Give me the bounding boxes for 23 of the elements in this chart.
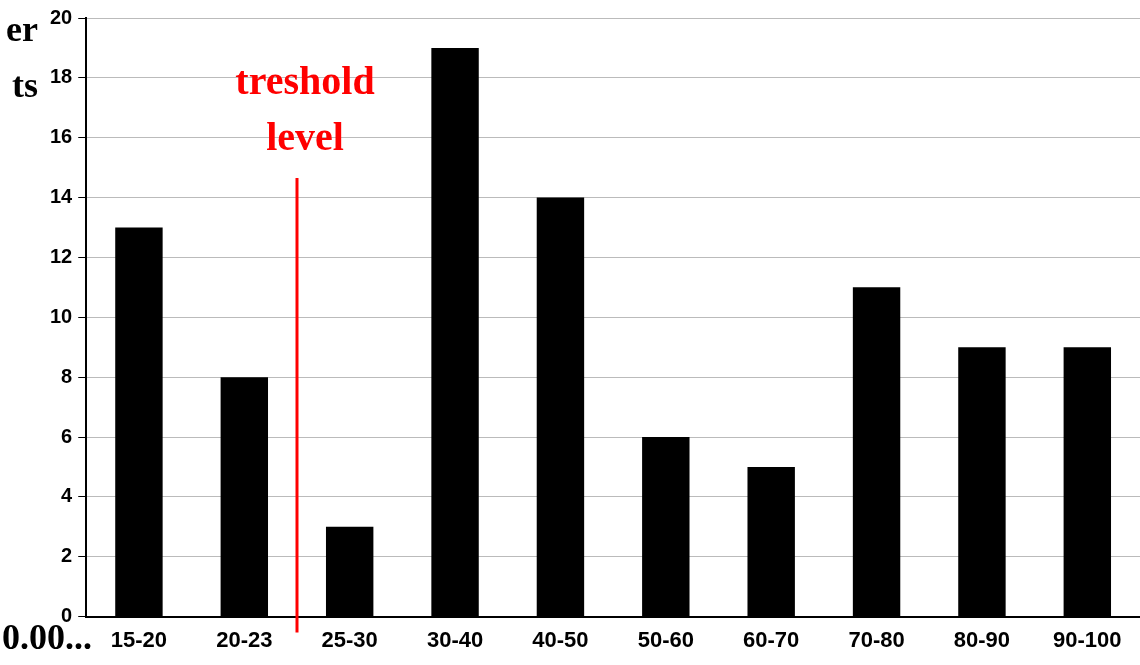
y-tick-label: 10 (50, 304, 73, 327)
text: er (6, 9, 39, 50)
x-tick-label: 80-90 (953, 626, 1011, 652)
annotation: treshold level (235, 58, 375, 160)
x-tick-label: 70-80 (848, 626, 905, 652)
text: ts (12, 65, 38, 106)
y-tick-label: 14 (50, 185, 74, 208)
y-tick-label: 8 (61, 364, 73, 387)
y-tick-label: 2 (61, 544, 73, 567)
y-tick-label: 12 (50, 244, 73, 267)
x-tick-label: 20-23 (216, 626, 273, 652)
x-tick-label: 50-60 (637, 626, 694, 652)
x-tick-label: 60-70 (743, 626, 800, 652)
y-tick-label: 6 (61, 424, 73, 447)
x-tick-label: 40-50 (532, 626, 589, 652)
y-tick-label: 18 (50, 65, 73, 88)
y-tick-label: 20 (50, 5, 73, 28)
x-tick-label: 30-40 (426, 626, 484, 652)
x-tick-label: 25-30 (321, 626, 378, 652)
x-tick-label: 90-100 (1053, 626, 1122, 652)
y-tick-label: 16 (50, 125, 73, 148)
y-tick-label: 4 (61, 484, 74, 507)
x-tick-label: 15-20 (110, 626, 168, 652)
